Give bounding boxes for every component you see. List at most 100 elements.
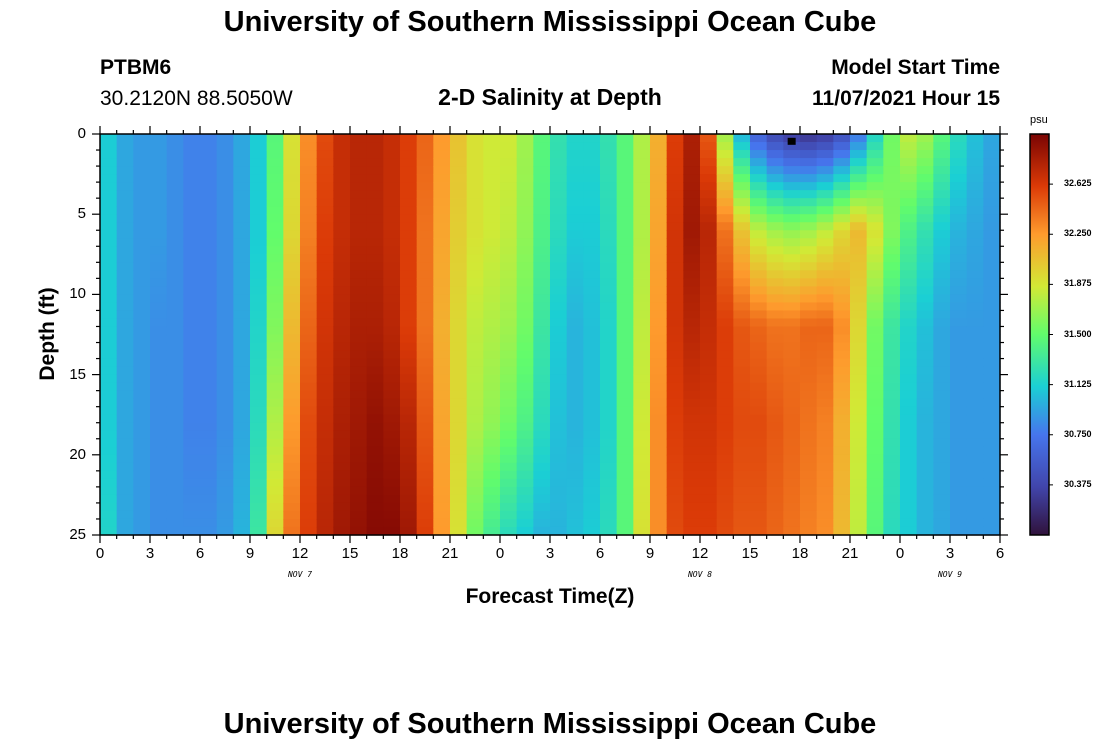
heatmap-cell bbox=[350, 366, 368, 376]
heatmap-cell bbox=[483, 174, 501, 183]
heatmap-cell bbox=[466, 294, 484, 304]
heatmap-cell bbox=[450, 142, 468, 151]
heatmap-cell bbox=[933, 478, 951, 488]
heatmap-cell bbox=[983, 526, 1001, 536]
heatmap-cell bbox=[100, 478, 118, 488]
heatmap-cell bbox=[650, 502, 668, 512]
heatmap-cell bbox=[516, 206, 534, 215]
heatmap-cell bbox=[900, 318, 918, 328]
heatmap-cell bbox=[300, 518, 318, 528]
heatmap-cell bbox=[900, 182, 918, 191]
heatmap-cell bbox=[883, 406, 901, 416]
heatmap-cell bbox=[883, 158, 901, 167]
heatmap-cell bbox=[566, 238, 584, 247]
heatmap-cell bbox=[733, 470, 751, 480]
heatmap-cell bbox=[116, 350, 134, 360]
heatmap-cell bbox=[733, 414, 751, 424]
heatmap-cell bbox=[533, 310, 551, 320]
heatmap-cell bbox=[250, 222, 268, 231]
heatmap-cell bbox=[550, 198, 568, 207]
heatmap-cell bbox=[400, 526, 418, 536]
heatmap-cell bbox=[366, 478, 384, 488]
heatmap-cell bbox=[683, 510, 701, 520]
heatmap-cell bbox=[316, 414, 334, 424]
heatmap-cell bbox=[816, 478, 834, 488]
heatmap-cell bbox=[566, 158, 584, 167]
heatmap-cell bbox=[950, 526, 968, 536]
heatmap-cell bbox=[150, 150, 168, 159]
heatmap-cell bbox=[816, 174, 834, 183]
heatmap-cell bbox=[733, 350, 751, 360]
heatmap-cell bbox=[266, 270, 284, 279]
heatmap-cell bbox=[883, 142, 901, 151]
heatmap-cell bbox=[300, 222, 318, 231]
heatmap-cell bbox=[766, 358, 784, 368]
heatmap-cell bbox=[966, 158, 984, 167]
heatmap-cell bbox=[933, 166, 951, 175]
heatmap-cell bbox=[200, 134, 218, 143]
heatmap-cell bbox=[283, 430, 301, 440]
heatmap-cell bbox=[283, 366, 301, 376]
heatmap-cell bbox=[283, 334, 301, 344]
heatmap-cell bbox=[750, 462, 768, 472]
heatmap-cell bbox=[850, 302, 868, 312]
heatmap-cell bbox=[333, 150, 351, 159]
heatmap-cell bbox=[633, 142, 651, 151]
heatmap-cell bbox=[533, 390, 551, 400]
heatmap-cell bbox=[716, 174, 734, 183]
heatmap-cell bbox=[216, 310, 234, 320]
heatmap-cell bbox=[200, 430, 218, 440]
heatmap-cell bbox=[933, 454, 951, 464]
heatmap-cell bbox=[200, 342, 218, 352]
heatmap-cell bbox=[200, 454, 218, 464]
heatmap-cell bbox=[816, 446, 834, 456]
heatmap-cell bbox=[466, 366, 484, 376]
heatmap-cell bbox=[383, 414, 401, 424]
heatmap-cell bbox=[916, 414, 934, 424]
heatmap-cell bbox=[266, 302, 284, 312]
heatmap-cell bbox=[316, 134, 334, 143]
heatmap-cell bbox=[866, 310, 884, 320]
heatmap-cell bbox=[666, 310, 684, 320]
heatmap-cell bbox=[783, 510, 801, 520]
heatmap-cell bbox=[433, 326, 451, 336]
heatmap-cell bbox=[616, 422, 634, 432]
heatmap-cell bbox=[633, 350, 651, 360]
heatmap-cell bbox=[916, 286, 934, 295]
heatmap-cell bbox=[416, 374, 434, 384]
heatmap-cell bbox=[316, 510, 334, 520]
heatmap-cell bbox=[700, 206, 718, 215]
heatmap-cell bbox=[366, 238, 384, 247]
heatmap-cell bbox=[766, 406, 784, 416]
heatmap-cell bbox=[483, 134, 501, 143]
heatmap-cell bbox=[966, 142, 984, 151]
heatmap-cell bbox=[583, 526, 601, 536]
heatmap-cell bbox=[816, 278, 834, 287]
heatmap-cell bbox=[250, 174, 268, 183]
heatmap-cell bbox=[816, 486, 834, 496]
heatmap-cell bbox=[483, 254, 501, 263]
heatmap-cell bbox=[850, 254, 868, 263]
heatmap-cell bbox=[616, 494, 634, 504]
heatmap-cell bbox=[500, 318, 518, 328]
heatmap-cell bbox=[233, 502, 251, 512]
heatmap-cell bbox=[933, 342, 951, 352]
heatmap-cell bbox=[533, 270, 551, 279]
heatmap-cell bbox=[800, 206, 818, 215]
heatmap-cell bbox=[300, 174, 318, 183]
heatmap-cell bbox=[716, 254, 734, 263]
heatmap-cell bbox=[883, 414, 901, 424]
heatmap-cell bbox=[133, 430, 151, 440]
heatmap-cell bbox=[783, 334, 801, 344]
heatmap-cell bbox=[316, 462, 334, 472]
heatmap-cell bbox=[883, 190, 901, 199]
heatmap-cell bbox=[150, 286, 168, 295]
heatmap-cell bbox=[500, 142, 518, 151]
heatmap-cell bbox=[850, 398, 868, 408]
heatmap-cell bbox=[633, 526, 651, 536]
heatmap-cell bbox=[450, 454, 468, 464]
heatmap-cell bbox=[650, 438, 668, 448]
heatmap-cell bbox=[750, 510, 768, 520]
heatmap-cell bbox=[900, 238, 918, 247]
